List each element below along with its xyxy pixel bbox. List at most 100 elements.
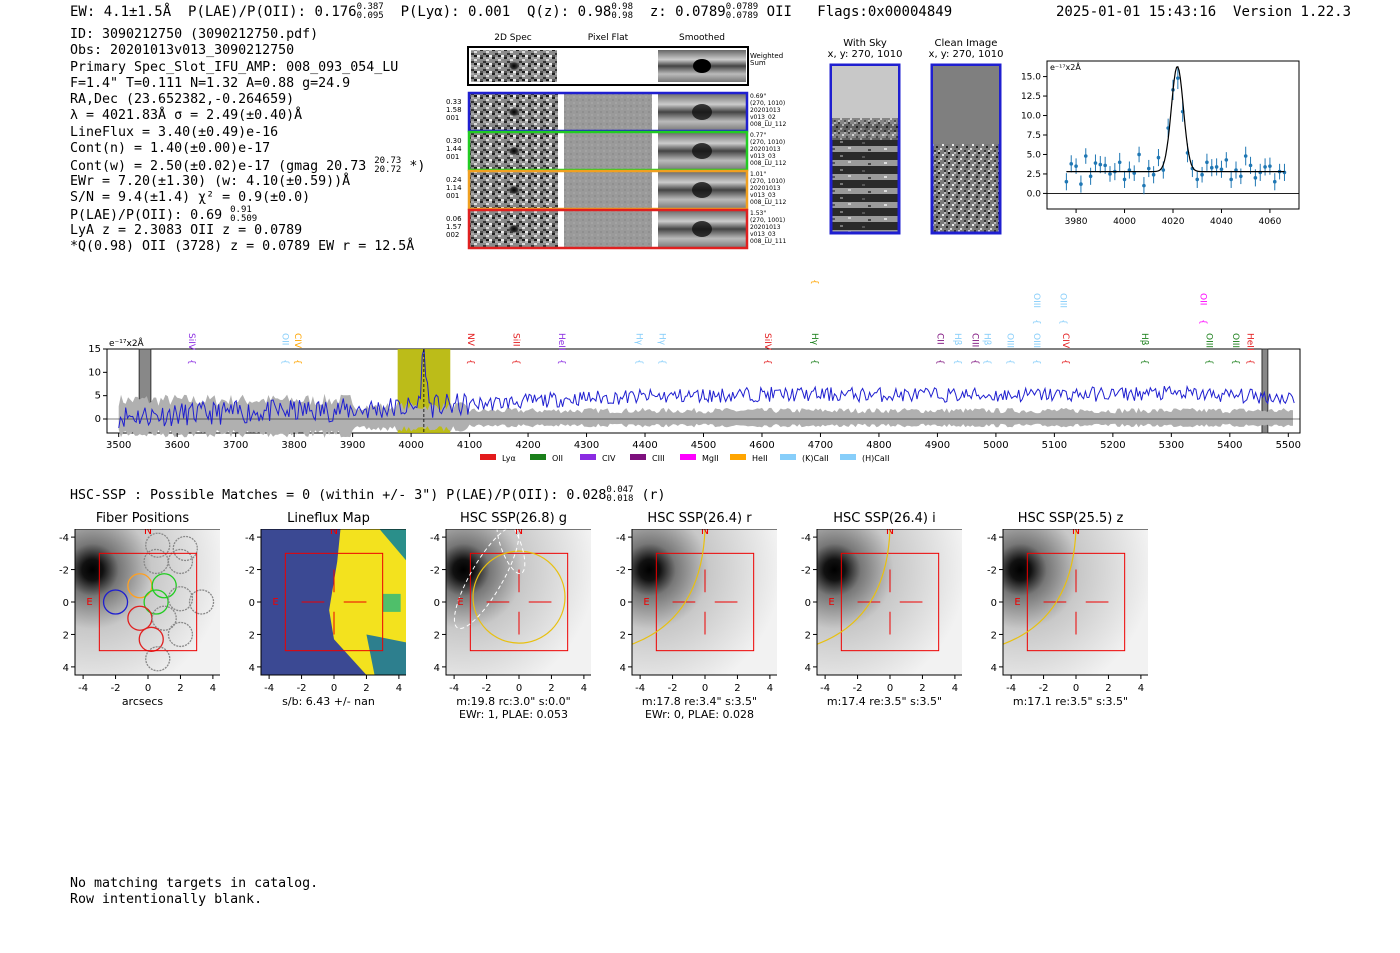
cutout-row-right-value: 0.77" — [750, 132, 767, 139]
cutout-row-right-value: (270, 1010) — [750, 139, 786, 146]
spec-line-label: OII — [1198, 293, 1208, 305]
info-contw: Cont(w) = 2.50(±0.02)e-17 (gmag 20.73 20… — [70, 157, 425, 175]
cutout-row-right-value: 20201013 — [750, 224, 781, 231]
cutout-row-right-value: 20201013 — [750, 146, 781, 153]
cutout-row-right-value: 0.69" — [750, 93, 767, 100]
fit-point — [1253, 176, 1258, 180]
spec-line-bracket: { — [934, 359, 944, 365]
info-lya: LyA z = 2.3083 OII z = 0.0789 — [70, 222, 303, 238]
hsc-ytick-label: -2 — [987, 566, 997, 577]
hsc-xtick-label: -4 — [78, 683, 88, 694]
spec-line-bracket: { — [1198, 319, 1208, 325]
aperture-box — [840, 552, 940, 652]
fit-point — [1083, 154, 1088, 158]
cutout-row-right: 0.77" (270, 1010) 20201013 v013_03 008_LU_11… — [750, 132, 794, 167]
spec-line-bracket: { — [1057, 319, 1067, 325]
cutout-row-left-value: 1.14 — [446, 184, 462, 192]
header-stamp: 2025-01-01 15:43:16 Version 1.22.3 — [1056, 4, 1351, 20]
with-sky-transition — [832, 118, 898, 140]
spec-xtick-label: 5000 — [983, 440, 1008, 451]
hsc-panel-xlabel: s/b: 6.43 +/- nan — [282, 695, 375, 708]
hsc-xtick-label: -2 — [668, 683, 678, 694]
hsc-ytick-label: 2 — [805, 630, 811, 641]
hsc-xtick-label: -2 — [853, 683, 863, 694]
spec-xtick-label: 4200 — [515, 440, 540, 451]
spec-line-bracket: { — [1230, 359, 1240, 365]
fit-xtick-label: 4000 — [1113, 217, 1136, 227]
fit-xtick-label: 4040 — [1210, 217, 1233, 227]
hsc-xtick-label: 0 — [702, 683, 708, 694]
spec-error-envelope — [118, 393, 1294, 438]
hsc-xtick-label: 4 — [767, 683, 773, 694]
spec-ylabel: e⁻¹⁷x2Å — [109, 337, 145, 349]
cutout-row-right-value: (270, 1001) — [750, 217, 786, 224]
hsc-cutout-background — [817, 529, 962, 675]
fit-point — [1151, 172, 1156, 177]
fiber-circle — [151, 573, 177, 599]
hsc-ytick-label: 2 — [434, 630, 440, 641]
cutout-row-left-value: 1.44 — [446, 145, 462, 153]
info-block: ID: 3090212750 (3090212750.pdf) Obs: 202… — [70, 27, 425, 255]
fit-point — [1093, 161, 1098, 165]
fiber-circle — [143, 589, 169, 615]
cutout-row-left-value: 0.30 — [446, 137, 462, 145]
fit-point — [1122, 177, 1127, 182]
cutout-row-left-value: 001 — [446, 192, 460, 200]
cutout-smooth-line — [692, 182, 712, 198]
spec-xtick-label: 5100 — [1042, 440, 1067, 451]
fiber-circle — [143, 548, 169, 575]
fit-point — [1205, 160, 1209, 165]
cutout-row-right-value: 1.01" — [750, 171, 767, 178]
cutout-row-right: 0.69" (270, 1010) 20201013 v013_02 008_LU_11… — [750, 93, 794, 128]
hsc-panel-title: HSC SSP(26.8) g — [459, 511, 568, 526]
cutout-2d-line — [508, 185, 520, 195]
cutout-row-left: 0.30 1.44 001 — [446, 137, 468, 161]
cutout-row-left: 0.33 1.58 001 — [446, 98, 468, 122]
hsc-ytick-label: 0 — [434, 598, 440, 609]
cutout-smooth-line — [692, 104, 712, 120]
hsc-xtick-label: 2 — [919, 683, 925, 694]
weighted-sum-label: Weighted Sum — [750, 52, 784, 67]
cutout-rows — [467, 91, 749, 250]
hsc-panel-sub1: m:17.1 re:3.5" s:3.5" — [1012, 695, 1129, 708]
hsc-xtick-label: 4 — [1138, 683, 1144, 694]
cutout-row-left-value: 0.33 — [446, 98, 462, 106]
spec-masked-band — [1261, 348, 1269, 434]
clean-image-label: Clean Image — [934, 38, 998, 49]
cutout-title-smooth: Smoothed — [679, 33, 725, 43]
fit-point — [1263, 165, 1267, 169]
spec-line-label: Hβ — [981, 333, 991, 346]
north-label: N — [144, 529, 152, 537]
hsc-xtick-label: 2 — [548, 683, 554, 694]
hsc-xtick-label: -4 — [449, 683, 459, 694]
cutout-flat-row — [564, 132, 652, 170]
header-q-lo: 0.98 — [611, 11, 633, 21]
spec-line-bracket: { — [1005, 359, 1015, 365]
info-contw-text: Cont(w) = 2.50(±0.02)e-17 (gmag 20.73 — [70, 159, 367, 175]
cutout-row-left-value: 0.24 — [446, 176, 462, 184]
fit-point — [1117, 160, 1122, 165]
hsc-ytick-label: -2 — [616, 566, 626, 577]
info-sn: S/N = 9.4(±1.4) χ² = 0.9(±0.0) — [70, 189, 311, 205]
hsc-panel-title: HSC SSP(25.5) z — [1017, 511, 1124, 526]
fit-point — [1137, 152, 1141, 157]
aperture-box — [98, 552, 198, 652]
hsc-panel-caption: arcsecs — [60, 695, 225, 708]
info-fwhm: F=1.4" T=0.111 N=1.32 A=0.88 g=24.9 — [70, 75, 351, 91]
hsc-ellipse-dashed — [496, 529, 526, 575]
spec-legend-swatch — [530, 454, 546, 460]
hsc-panel-caption: m:19.8 rc:3.0" s:0.0" EWr: 1, PLAE: 0.053 — [431, 695, 596, 721]
cutout-row-right: 1.01" (270, 1010) 20201013 v013_03 008_LU_11… — [750, 171, 794, 206]
fit-ytick-label: 15.0 — [1021, 73, 1041, 83]
cutout-row-right-value: 008_LU_111 — [750, 238, 787, 245]
cutout-row-right-value: v013_03 — [750, 153, 776, 160]
header-q-hi: 0.98 — [611, 2, 633, 12]
spec-line-bracket: { — [1244, 359, 1254, 365]
fit-point — [1272, 179, 1277, 184]
hsc-ytick-label: 4 — [434, 663, 440, 674]
fit-point — [1108, 172, 1112, 176]
spec-xtick-label: 4700 — [808, 440, 833, 451]
cutout-row-right-value: v013_02 — [750, 114, 776, 121]
hsc-ytick-label: 4 — [991, 663, 997, 674]
hsc-ytick-label: -2 — [801, 566, 811, 577]
